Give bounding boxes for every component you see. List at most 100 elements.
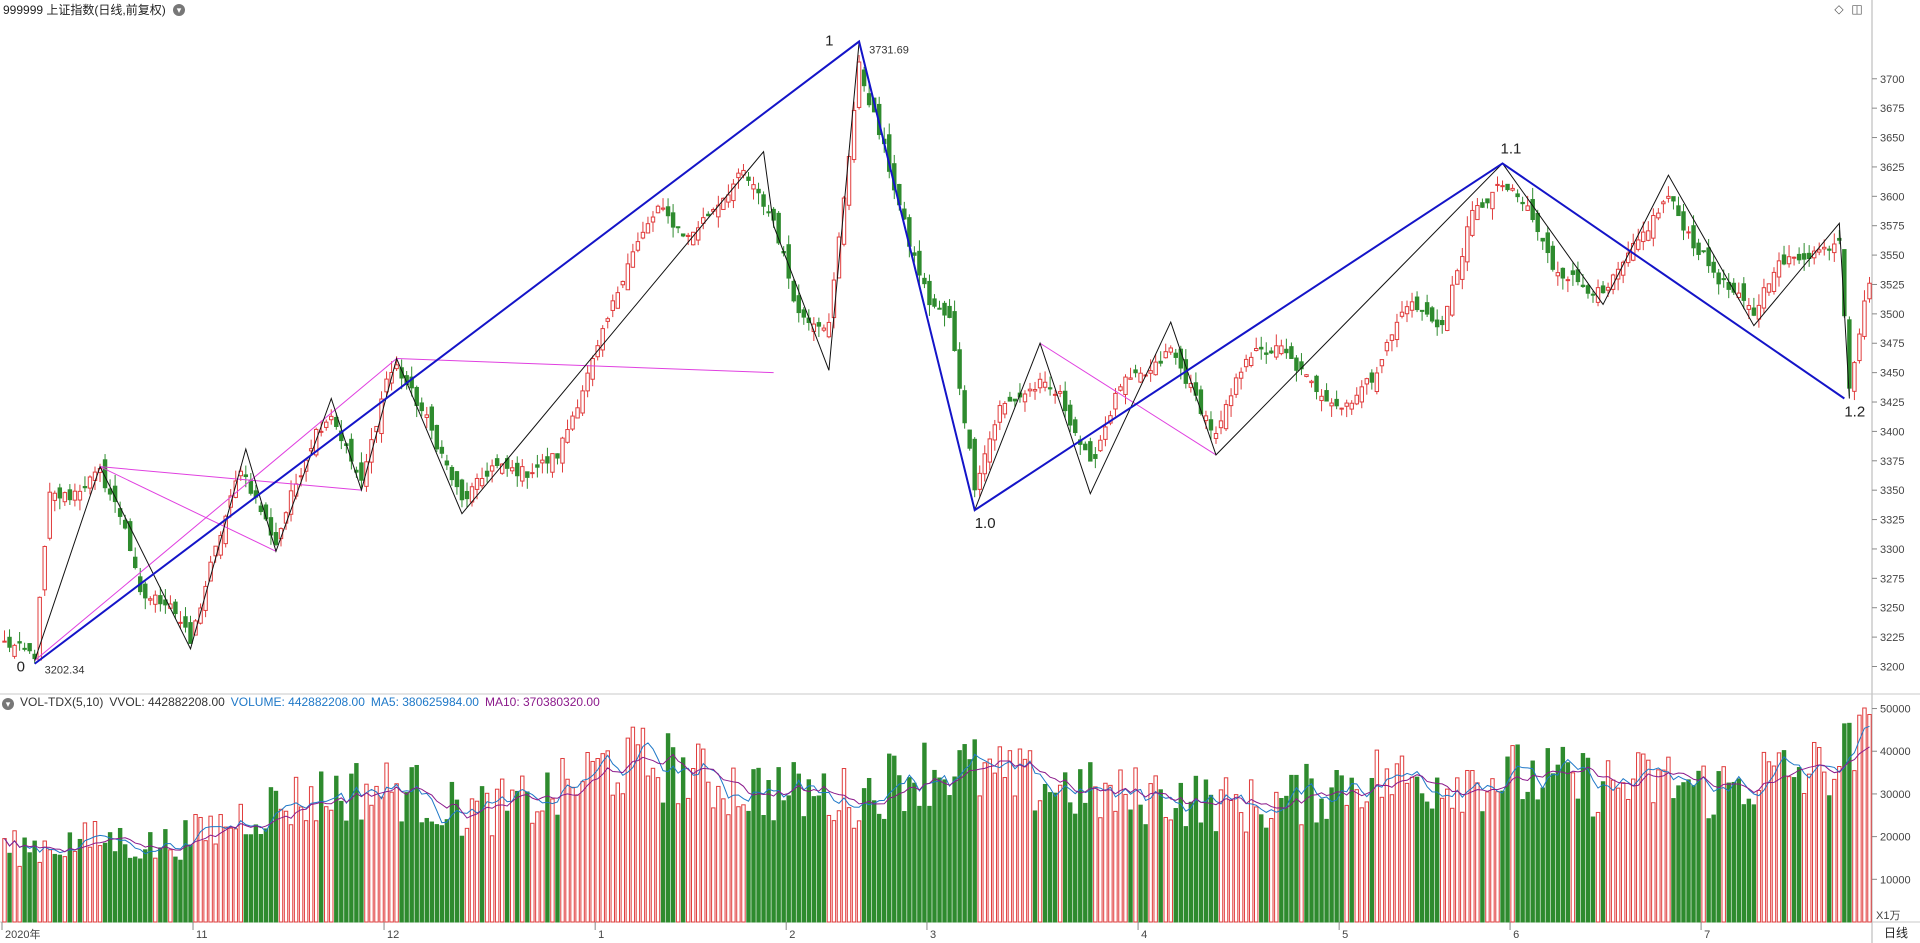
candle-up xyxy=(1495,183,1500,186)
volume-bar xyxy=(1620,782,1626,923)
candle-up xyxy=(540,459,545,464)
candle-up xyxy=(1304,374,1309,378)
candle-up xyxy=(736,172,741,179)
candle-up xyxy=(1510,187,1515,191)
candle-down xyxy=(947,305,952,318)
volume-bar xyxy=(1329,787,1334,923)
volume-bar xyxy=(615,782,621,923)
volume-bar xyxy=(977,795,982,923)
volume-bar xyxy=(1515,744,1520,923)
volume-bar xyxy=(188,844,193,923)
candle-up xyxy=(1168,347,1173,353)
volume-bar xyxy=(283,810,289,923)
volume-bar xyxy=(1419,793,1425,923)
candle-down xyxy=(1550,245,1556,270)
volume-bar xyxy=(987,758,992,923)
y-tick-label: 3575 xyxy=(1880,221,1904,233)
volume-bar xyxy=(1696,770,1701,923)
candle-down xyxy=(1726,281,1731,290)
volume-bar xyxy=(1847,722,1852,923)
candle-up xyxy=(660,207,666,210)
period-label[interactable]: 日线 xyxy=(1884,926,1909,940)
volume-bar xyxy=(821,773,827,923)
candle-up xyxy=(1002,402,1008,415)
volume-bar xyxy=(545,772,550,923)
wave-label: 0 xyxy=(17,659,25,676)
candle-down xyxy=(937,307,942,310)
volume-bar xyxy=(1776,752,1782,923)
volume-bar xyxy=(7,852,12,923)
volume-bar xyxy=(1817,747,1822,923)
volume-bar xyxy=(1625,798,1631,923)
volume-bar xyxy=(711,807,716,923)
candle-down xyxy=(1721,278,1726,281)
candle-up xyxy=(610,300,615,311)
candle-up xyxy=(1746,305,1752,310)
volume-bar xyxy=(253,824,259,923)
volume-bar xyxy=(690,768,696,923)
volume-bar xyxy=(278,808,284,923)
volume-bar xyxy=(1163,817,1168,923)
volume-bar xyxy=(414,764,419,923)
panel-toggle-icon[interactable]: ◫ xyxy=(1851,2,1863,16)
volume-bar xyxy=(1238,812,1244,923)
volume-bar xyxy=(1042,783,1048,923)
candle-up xyxy=(1113,392,1118,410)
candle-up xyxy=(987,438,992,463)
volume-bar xyxy=(1213,831,1219,923)
volume-bar xyxy=(1661,769,1666,923)
candle-up xyxy=(1103,426,1108,440)
volume-bar xyxy=(942,779,947,923)
volume-bar xyxy=(349,773,354,923)
volume-bar xyxy=(1394,763,1400,923)
x-tick-label: 5 xyxy=(1342,929,1348,941)
indicator-name: VOL-TDX(5,10) xyxy=(20,695,104,709)
y-tick-label: 3375 xyxy=(1880,456,1904,468)
volume-bar xyxy=(1088,762,1093,923)
volume-bar xyxy=(1133,767,1138,923)
volume-bar xyxy=(1439,797,1445,923)
candle-up xyxy=(1399,311,1405,317)
volume-bar xyxy=(952,776,957,923)
volume-bar xyxy=(474,800,480,923)
candle-down xyxy=(117,508,123,517)
candle-up xyxy=(696,227,701,241)
candle-up xyxy=(1862,300,1867,337)
volume-bar xyxy=(731,767,736,923)
volume-bar xyxy=(82,822,88,923)
volume-bar xyxy=(434,824,440,923)
candle-down xyxy=(1570,270,1576,275)
volume-bar xyxy=(816,795,822,923)
candle-up xyxy=(1525,205,1530,211)
candle-down xyxy=(1264,352,1269,355)
chevron-down-icon[interactable]: ▾ xyxy=(2,698,14,710)
volume-bar xyxy=(1766,761,1772,923)
volume-bar xyxy=(1017,748,1023,923)
candle-down xyxy=(1535,212,1540,233)
candle-up xyxy=(1098,439,1103,452)
candle-down xyxy=(158,595,163,605)
volume-bar xyxy=(1600,781,1606,923)
volume-bar xyxy=(741,804,746,923)
volume-bar xyxy=(1610,779,1616,923)
volume-bar xyxy=(555,814,560,923)
x-tick-label: 3 xyxy=(930,929,936,941)
chevron-down-icon[interactable]: ▾ xyxy=(173,4,185,16)
volume-bar xyxy=(1027,750,1033,923)
diamond-icon[interactable]: ◇ xyxy=(1834,2,1844,16)
volume-bar xyxy=(972,739,977,923)
candle-down xyxy=(1334,398,1339,407)
volume-bar xyxy=(504,810,510,923)
volume-bar xyxy=(112,851,118,923)
volume-bar xyxy=(479,786,485,923)
candle-down xyxy=(494,458,500,466)
ma5-value: MA5: 380625984.00 xyxy=(370,695,479,709)
volume-bar xyxy=(1651,802,1656,923)
volume-bar xyxy=(1791,777,1797,923)
candle-down xyxy=(1062,390,1068,412)
candle-down xyxy=(334,416,339,427)
volume-bar xyxy=(1510,745,1515,923)
candle-down xyxy=(1419,309,1425,312)
candle-down xyxy=(515,462,520,477)
